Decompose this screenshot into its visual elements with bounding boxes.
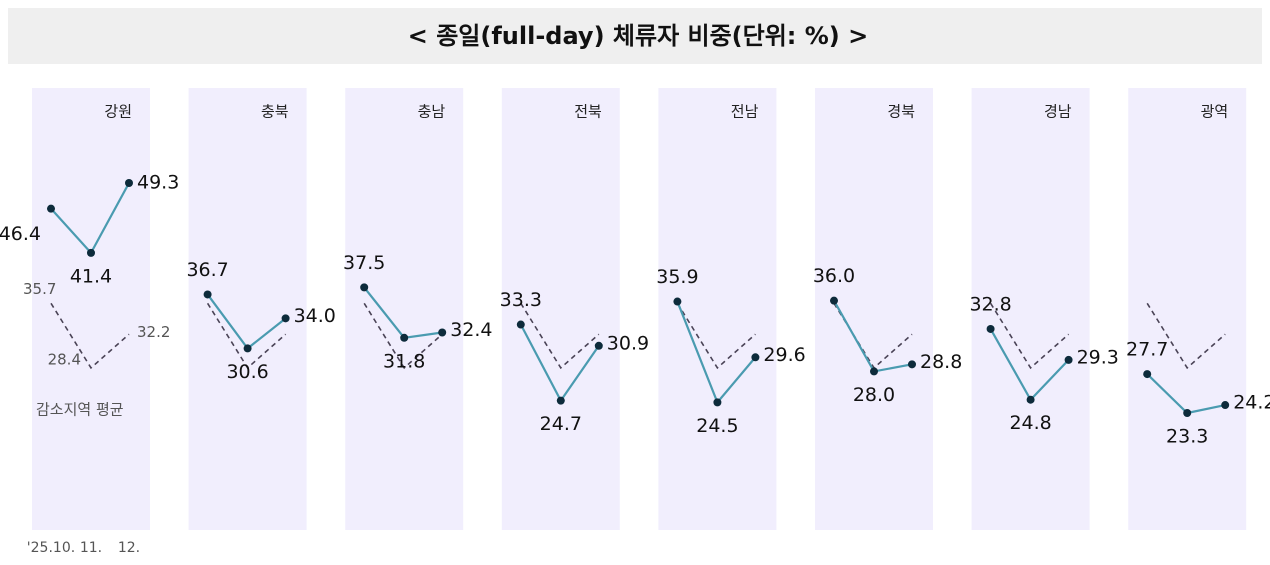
panel <box>971 88 1090 530</box>
panel <box>815 88 933 530</box>
value-label: 28.0 <box>853 384 895 406</box>
marker <box>751 353 760 362</box>
value-label: 24.7 <box>540 413 582 435</box>
marker <box>870 367 878 376</box>
value-label: 30.9 <box>607 332 649 354</box>
panel <box>32 88 150 530</box>
value-label: 37.5 <box>343 252 385 274</box>
average-line <box>520 302 600 370</box>
marker <box>360 283 369 292</box>
region-label: 충남 <box>418 103 446 121</box>
marker <box>47 204 55 213</box>
marker <box>986 324 995 333</box>
marker <box>125 179 133 187</box>
marker <box>673 297 682 306</box>
marker <box>438 328 447 337</box>
marker <box>243 344 252 353</box>
marker <box>594 341 603 350</box>
average-value-label: 32.2 <box>137 323 170 341</box>
value-label: 31.8 <box>383 350 425 372</box>
value-label: 28.8 <box>920 351 962 373</box>
marker <box>713 398 722 407</box>
marker <box>1026 395 1035 404</box>
value-label: 36.7 <box>186 259 228 281</box>
panel <box>658 88 777 530</box>
value-label: 23.3 <box>1166 426 1208 448</box>
panel <box>501 88 620 530</box>
marker <box>1143 370 1152 379</box>
region-label: 전북 <box>574 103 602 121</box>
marker <box>908 360 916 369</box>
value-label: 41.4 <box>70 265 112 287</box>
average-value-label: 35.7 <box>23 280 56 298</box>
value-label: 32.8 <box>969 293 1011 315</box>
value-label: 36.0 <box>813 265 855 287</box>
marker <box>830 296 838 305</box>
average-value-label: 28.4 <box>48 350 81 368</box>
average-line <box>363 302 443 370</box>
value-label: 29.6 <box>763 344 805 366</box>
region-label: 광역 <box>1201 103 1229 121</box>
marker <box>1064 355 1073 364</box>
value-label: 32.4 <box>450 319 492 341</box>
region-label: 경북 <box>887 103 915 121</box>
marker <box>281 314 290 323</box>
marker <box>1183 409 1192 417</box>
value-label: 33.3 <box>500 289 542 311</box>
value-label: 24.2 <box>1233 392 1270 414</box>
average-line <box>989 302 1070 370</box>
marker <box>87 248 95 257</box>
panel <box>1128 88 1247 530</box>
average-line <box>50 302 130 370</box>
x-tick-label: 12. <box>118 540 140 556</box>
panel <box>188 88 307 530</box>
value-label: 35.9 <box>656 266 698 288</box>
region-label: 전남 <box>731 103 759 121</box>
value-label: 30.6 <box>226 361 268 383</box>
value-label: 24.8 <box>1009 412 1051 434</box>
value-label: 46.4 <box>0 223 41 245</box>
value-label: 34.0 <box>294 305 336 327</box>
marker <box>400 333 409 342</box>
region-label: 강원 <box>104 103 132 121</box>
value-label: 49.3 <box>137 172 179 194</box>
region-label: 경남 <box>1044 103 1072 121</box>
average-line <box>1146 302 1226 370</box>
x-tick-label: '25.10. <box>27 540 75 556</box>
marker <box>203 290 212 299</box>
value-label: 24.5 <box>696 415 738 437</box>
value-label: 29.3 <box>1077 346 1119 368</box>
value-label: 27.7 <box>1126 339 1168 361</box>
chart-title: < 종일(full-day) 체류자 비중(단위: %) > <box>408 22 868 50</box>
marker <box>1221 401 1230 410</box>
marker <box>516 320 525 329</box>
panel <box>345 88 464 530</box>
average-line <box>676 302 756 370</box>
x-tick-label: 11. <box>80 540 102 556</box>
title-bar <box>8 8 1262 64</box>
marker <box>556 396 565 405</box>
region-label: 충북 <box>261 103 289 121</box>
average-line <box>206 302 287 370</box>
average-label: 감소지역 평균 <box>36 401 124 419</box>
